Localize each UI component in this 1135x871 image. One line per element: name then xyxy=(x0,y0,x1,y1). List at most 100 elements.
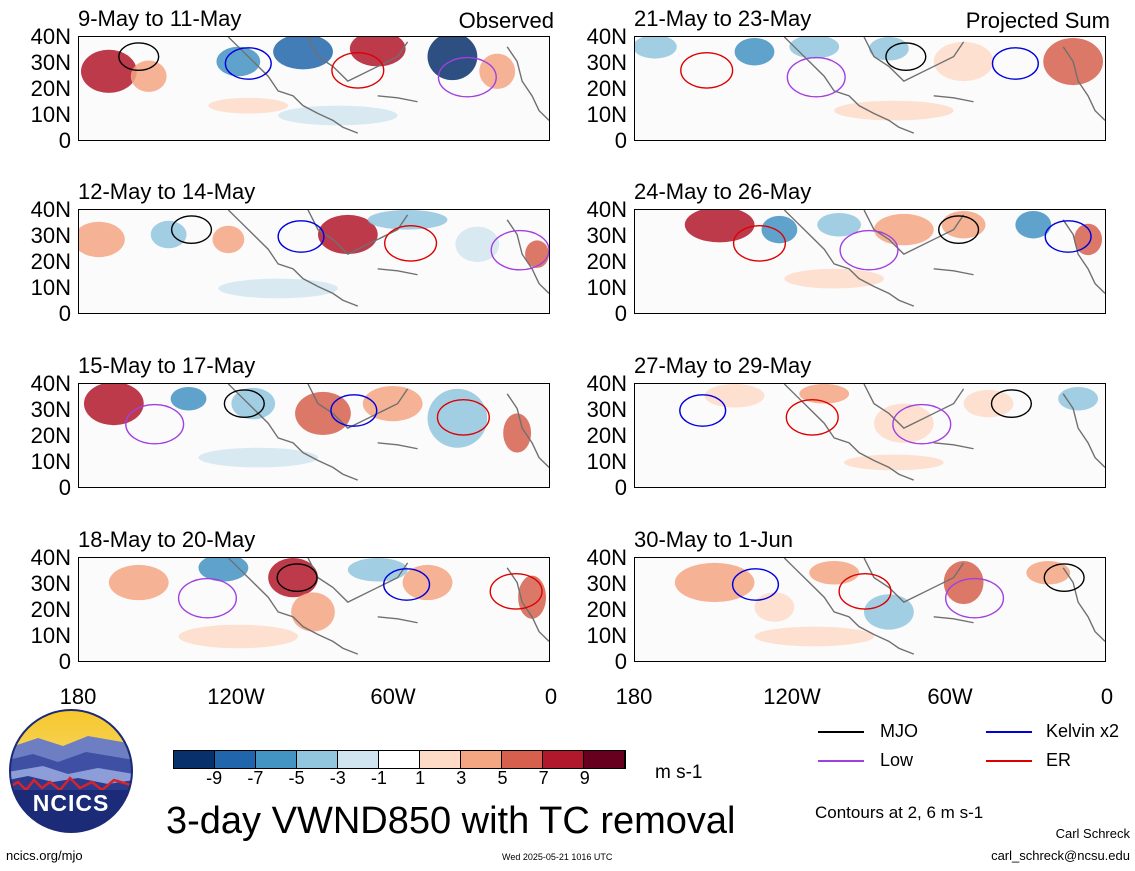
colorbar-tick-label: 1 xyxy=(415,768,426,788)
projected-label: Projected Sum xyxy=(965,8,1110,33)
ytick-label: 40N xyxy=(586,545,627,570)
ytick-label: 30N xyxy=(30,571,71,596)
anomaly-shading xyxy=(784,268,884,289)
contour-line xyxy=(679,394,727,427)
anomaly-shading xyxy=(367,210,448,230)
anomaly-shading xyxy=(844,454,944,471)
contour-line xyxy=(223,389,265,419)
anomaly-shading xyxy=(1026,560,1071,585)
contour-line xyxy=(331,52,385,89)
ytick-label: 30N xyxy=(30,397,71,422)
anomaly-shading xyxy=(704,384,765,408)
ytick-label: 0 xyxy=(58,128,71,153)
anomaly-shading xyxy=(789,37,840,59)
contour-line xyxy=(436,399,490,436)
colorbar-swatch xyxy=(379,751,420,768)
xtick-right-60w: 60W xyxy=(927,684,973,709)
map-field xyxy=(79,210,549,307)
xtick-right-180: 180 xyxy=(615,684,653,709)
anomaly-shading xyxy=(941,210,986,239)
anomaly-shading xyxy=(1074,223,1103,256)
ytick-label: 10N xyxy=(586,275,627,300)
anomaly-shading xyxy=(273,37,333,70)
ytick-label: 0 xyxy=(614,475,627,500)
contour-line xyxy=(990,389,1033,419)
contour-line xyxy=(1043,563,1085,593)
panel-title-2: 12-May to 14-May xyxy=(78,179,256,204)
coastline xyxy=(227,37,549,134)
anomaly-shading xyxy=(817,212,862,237)
colorbar-tick-label: 7 xyxy=(538,768,549,788)
colorbar-swatch xyxy=(502,751,543,768)
contour-line xyxy=(680,52,734,89)
anomaly-shading xyxy=(761,215,798,244)
contour-line xyxy=(785,399,839,436)
ytick-label: 30N xyxy=(586,50,627,75)
contour-line xyxy=(731,568,780,601)
legend-label-kelvin: Kelvin x2 xyxy=(1046,721,1120,741)
anomaly-shading xyxy=(130,60,167,92)
main-title: 3-day VWND850 with TC removal xyxy=(166,800,736,842)
contour-line xyxy=(437,56,497,98)
ytick-label: 40N xyxy=(586,197,627,222)
colorbar-swatch xyxy=(256,751,297,768)
map-field xyxy=(108,558,549,655)
anomaly-shading xyxy=(799,384,850,404)
xtick-right-120w: 120W xyxy=(763,684,821,709)
colorbar-tick-label: -5 xyxy=(288,768,305,788)
anomaly-shading xyxy=(178,624,299,649)
ytick-label: 40N xyxy=(30,24,71,49)
contour-line xyxy=(838,573,892,610)
colorbar-tick-label: 9 xyxy=(579,768,590,788)
ytick-label: 20N xyxy=(30,597,71,622)
map-panel-1 xyxy=(78,36,550,141)
contour-line xyxy=(277,220,325,253)
anomaly-shading xyxy=(83,384,144,426)
anomaly-shading xyxy=(291,592,335,632)
anomaly-shading xyxy=(754,626,874,647)
contour-line xyxy=(170,215,213,245)
anomaly-shading xyxy=(809,560,860,585)
contour-line xyxy=(330,394,378,427)
colorbar-tick-label: -7 xyxy=(247,768,264,788)
anomaly-shading xyxy=(864,594,914,630)
anomaly-shading xyxy=(79,221,125,258)
anomaly-shading xyxy=(503,413,532,453)
anomaly-shading xyxy=(1015,210,1052,239)
anomaly-shading xyxy=(518,575,547,619)
contour-line xyxy=(276,563,318,593)
colorbar-swatch xyxy=(338,751,379,768)
anomaly-shading xyxy=(834,100,954,121)
contour-line xyxy=(384,225,438,262)
anomaly-shading xyxy=(684,210,755,243)
anomaly-shading xyxy=(198,558,249,582)
map-field xyxy=(635,37,1105,134)
xtick-left-120w: 120W xyxy=(207,684,265,709)
anomaly-shading xyxy=(150,220,187,249)
legend-label-low: Low xyxy=(880,750,914,770)
anomaly-shading xyxy=(317,214,378,255)
anomaly-shading xyxy=(347,558,408,582)
colorbar-tick-label: -1 xyxy=(370,768,387,788)
contour-line xyxy=(224,47,272,80)
contour-line xyxy=(786,56,846,98)
ytick-label: 0 xyxy=(614,301,627,326)
colorbar-swatch xyxy=(584,751,625,768)
ytick-label: 40N xyxy=(586,24,627,49)
coastline xyxy=(783,384,1105,481)
anomaly-shading xyxy=(635,37,677,59)
colorbar-swatch xyxy=(297,751,338,768)
ytick-label: 30N xyxy=(586,223,627,248)
anomaly-shading xyxy=(362,385,423,422)
colorbar-swatch xyxy=(420,751,461,768)
anomaly-shading xyxy=(108,564,169,601)
anomaly-shading xyxy=(208,97,289,114)
legend-label-er: ER xyxy=(1046,750,1072,770)
map-panel-3 xyxy=(78,383,550,488)
panel-title-7: 27-May to 29-May xyxy=(634,353,812,378)
colorbar-tick-label: -3 xyxy=(329,768,346,788)
contour-line xyxy=(125,403,185,445)
contour-line xyxy=(118,42,160,72)
map-field xyxy=(674,558,1105,655)
map-panel-2 xyxy=(78,209,550,314)
